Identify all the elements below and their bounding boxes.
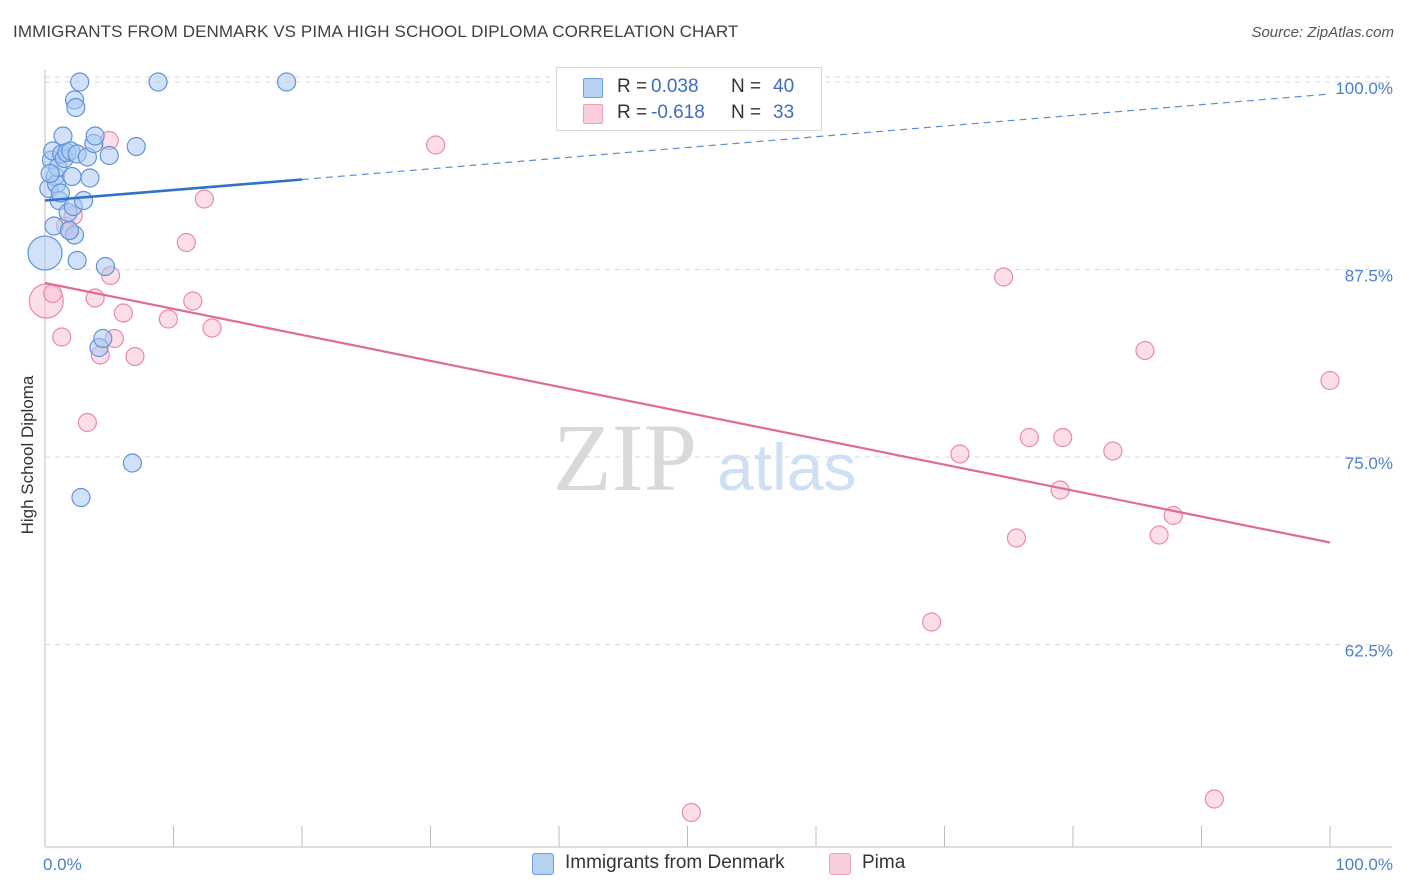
denmark-point — [276, 72, 297, 92]
grid-layer — [45, 76, 1392, 645]
pima-trend-line — [44, 281, 1331, 544]
legend-r-label: R = — [617, 102, 648, 123]
stats-legend: R = 0.038 N = 40 R = -0.618 N = 33 — [556, 67, 822, 131]
pima-point — [113, 303, 133, 323]
denmark-point — [95, 256, 115, 277]
pima-point — [1019, 427, 1039, 448]
legend-n-label: N = — [731, 102, 762, 123]
pima-point — [922, 612, 942, 632]
denmark-point — [126, 136, 146, 157]
y-tick-label: 87.5% — [1345, 267, 1393, 286]
pima-point — [158, 309, 178, 329]
source-label: Source: ZipAtlas.com — [1251, 24, 1394, 41]
denmark-point — [67, 250, 87, 271]
legend-r-value: 0.038 — [651, 76, 699, 97]
legend-r-label: R = — [617, 76, 648, 97]
denmark-point — [71, 487, 91, 508]
denmark-point — [122, 453, 142, 473]
pima-point — [1149, 525, 1169, 545]
denmark-point — [66, 97, 86, 118]
denmark-point — [59, 220, 80, 241]
denmark-point — [27, 235, 63, 271]
trend-layer — [301, 93, 1331, 181]
denmark-point — [99, 145, 119, 166]
pima-point — [1135, 340, 1155, 361]
legend-r-value: -0.618 — [651, 102, 705, 123]
denmark-point — [80, 168, 100, 188]
pima-point — [681, 802, 701, 823]
bottom-legend-swatch-denmark — [532, 853, 554, 875]
denmark-point — [148, 72, 168, 92]
point-layer — [27, 72, 1340, 823]
pima-point — [43, 283, 63, 304]
denmark-trend-line — [44, 178, 303, 202]
pima-point — [77, 412, 98, 433]
legend-swatch-denmark — [583, 78, 603, 98]
bottom-legend-swatch-pima — [829, 853, 851, 875]
denmark-point — [73, 190, 94, 211]
pima-point — [1204, 789, 1224, 809]
pima-point — [426, 135, 446, 155]
x-tick-label-max: 100.0% — [1335, 855, 1393, 874]
pima-point — [125, 346, 145, 367]
y-tick-label: 100.0% — [1335, 79, 1393, 98]
pima-point — [1103, 441, 1123, 461]
pima-point — [202, 318, 222, 338]
watermark-atlas: atlas — [717, 430, 856, 504]
denmark-point — [50, 183, 71, 203]
tick-label-layer: 62.5% 75.0% 87.5% 100.0% 0.0% 100.0% — [43, 79, 1393, 874]
legend-n-value: 40 — [773, 76, 795, 97]
denmark-trend-extension — [301, 93, 1331, 181]
pima-point — [1320, 370, 1340, 391]
legend-n-value: 33 — [773, 102, 795, 123]
denmark-point — [62, 166, 82, 187]
pima-point — [183, 291, 203, 311]
chart-title: IMMIGRANTS FROM DENMARK VS PIMA HIGH SCH… — [13, 22, 739, 41]
pima-point — [52, 327, 72, 347]
denmark-point — [85, 126, 105, 146]
watermark-zip: ZIP — [553, 404, 697, 511]
denmark-point — [70, 72, 90, 92]
x-tick-label-min: 0.0% — [43, 855, 82, 874]
watermark: ZIP atlas — [553, 404, 856, 511]
bottom-legend-label-denmark: Immigrants from Denmark — [565, 852, 785, 873]
pima-point — [176, 232, 196, 253]
denmark-point — [93, 328, 113, 349]
pima-point — [194, 189, 214, 209]
legend-n-label: N = — [731, 76, 762, 97]
legend-swatch-pima — [583, 104, 603, 124]
pima-point — [950, 444, 970, 464]
pima-point — [1006, 528, 1027, 548]
pima-point — [994, 267, 1014, 287]
pima-point — [1053, 427, 1073, 448]
y-tick-label: 75.0% — [1345, 454, 1393, 473]
bottom-legend-label-pima: Pima — [862, 852, 906, 873]
y-tick-label: 62.5% — [1345, 642, 1393, 661]
denmark-point — [40, 163, 60, 184]
